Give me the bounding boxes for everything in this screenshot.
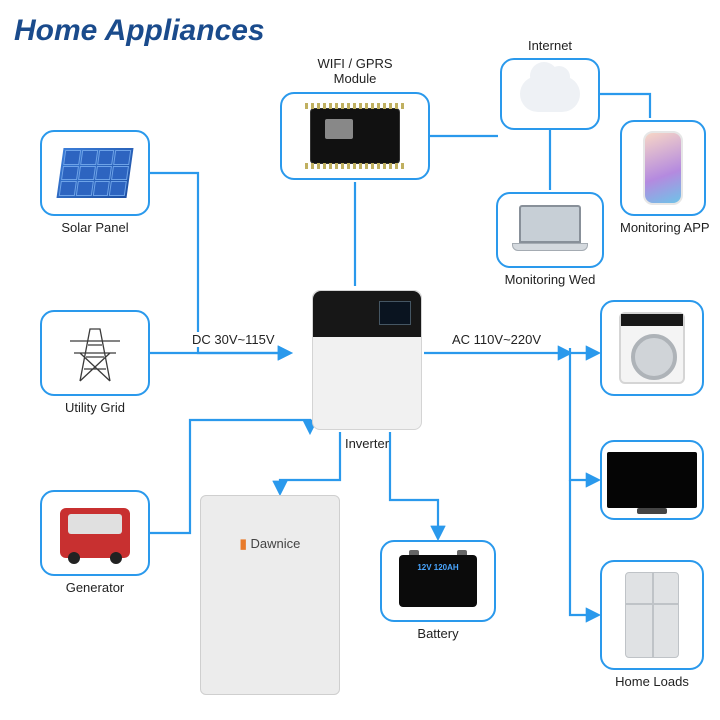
solar-panel-icon bbox=[56, 148, 133, 198]
inverter-unit bbox=[312, 290, 422, 430]
node-tv bbox=[600, 440, 704, 520]
label-dc: DC 30V~115V bbox=[192, 332, 275, 347]
pylon-icon bbox=[60, 323, 130, 383]
washer-icon bbox=[619, 312, 685, 384]
generator-icon bbox=[60, 508, 130, 558]
label-web: Monitoring Wed bbox=[496, 272, 604, 287]
node-utility-grid bbox=[40, 310, 150, 396]
label-generator: Generator bbox=[40, 580, 150, 595]
fridge-icon bbox=[625, 572, 679, 658]
node-washer bbox=[600, 300, 704, 396]
node-monitoring-app bbox=[620, 120, 706, 216]
node-monitoring-web bbox=[496, 192, 604, 268]
label-grid: Utility Grid bbox=[40, 400, 150, 415]
label-inverter: Inverter bbox=[312, 436, 422, 451]
label-homeloads: Home Loads bbox=[600, 674, 704, 689]
tv-icon bbox=[607, 452, 697, 508]
storage-unit: ▮ Dawnice bbox=[200, 495, 340, 695]
node-battery: 12V 120AH bbox=[380, 540, 496, 622]
node-internet bbox=[500, 58, 600, 130]
label-solar: Solar Panel bbox=[40, 220, 150, 235]
phone-icon bbox=[643, 131, 683, 205]
node-generator bbox=[40, 490, 150, 576]
storage-brand: ▮ Dawnice bbox=[201, 536, 339, 552]
battery-icon: 12V 120AH bbox=[399, 555, 477, 607]
laptop-icon bbox=[512, 205, 588, 255]
label-ac: AC 110V~220V bbox=[452, 332, 541, 347]
label-battery: Battery bbox=[380, 626, 496, 641]
label-app: Monitoring APP bbox=[620, 220, 706, 235]
wifi-module-icon bbox=[310, 108, 400, 164]
label-module: WIFI / GPRS Module bbox=[280, 56, 430, 86]
node-fridge bbox=[600, 560, 704, 670]
node-wifi-module bbox=[280, 92, 430, 180]
label-internet: Internet bbox=[500, 38, 600, 53]
node-solar-panel bbox=[40, 130, 150, 216]
cloud-icon bbox=[520, 76, 580, 112]
page-title: Home Appliances bbox=[14, 14, 265, 48]
